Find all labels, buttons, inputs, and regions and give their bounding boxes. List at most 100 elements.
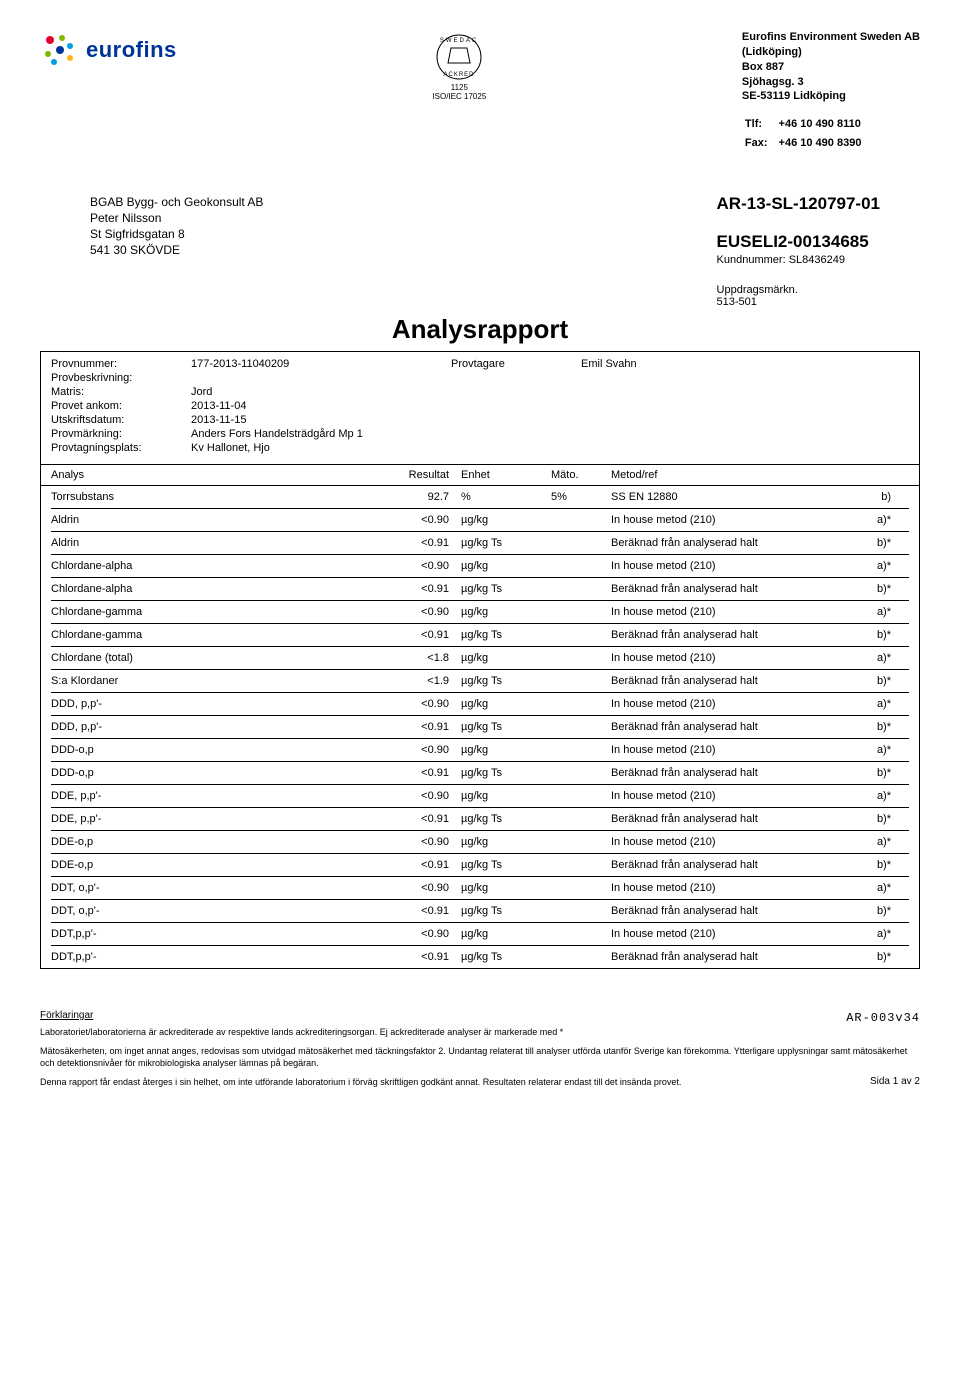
company-line: Box 887 xyxy=(742,60,920,75)
provbeskrivning-label: Provbeskrivning: xyxy=(51,372,191,384)
table-row: Aldrin<0.90µg/kgIn house metod (210)a)* xyxy=(51,509,909,532)
footer-para: Denna rapport får endast återges i sin h… xyxy=(40,1076,800,1088)
cell-analys: DDD-o,p xyxy=(51,744,371,756)
cell-analys: Chlordane-alpha xyxy=(51,583,371,595)
cell-note: b)* xyxy=(851,583,891,595)
cell-note: a)* xyxy=(851,836,891,848)
cell-analys: Chlordane (total) xyxy=(51,652,371,664)
cell-analys: Aldrin xyxy=(51,514,371,526)
tlf-label: Tlf: xyxy=(744,116,776,133)
cell-metod: Beräknad från analyserad halt xyxy=(611,675,851,687)
accreditation-mark: SWEDAC ACKRED 1125 ISO/IEC 17025 xyxy=(427,30,491,102)
provtagare-label: Provtagare xyxy=(451,358,581,370)
company-line: (Lidköping) xyxy=(742,45,920,60)
table-header: Analys Resultat Enhet Mäto. Metod/ref xyxy=(41,464,919,486)
provtagare-value: Emil Svahn xyxy=(581,358,637,370)
footer-heading: Förklaringar xyxy=(40,1009,93,1023)
cell-resultat: <0.91 xyxy=(371,951,461,963)
cell-enhet: µg/kg xyxy=(461,514,551,526)
cell-analys: Chlordane-alpha xyxy=(51,560,371,572)
cell-analys: DDT,p,p'- xyxy=(51,951,371,963)
company-line: Eurofins Environment Sweden AB xyxy=(742,30,920,45)
table-row: Chlordane-gamma<0.90µg/kgIn house metod … xyxy=(51,601,909,624)
cell-enhet: µg/kg xyxy=(461,836,551,848)
col-analys: Analys xyxy=(51,469,371,481)
table-row: DDE, p,p'-<0.91µg/kg TsBeräknad från ana… xyxy=(51,808,909,831)
cell-enhet: µg/kg xyxy=(461,790,551,802)
cell-enhet: µg/kg Ts xyxy=(461,813,551,825)
table-row: DDD-o,p<0.90µg/kgIn house metod (210)a)* xyxy=(51,739,909,762)
ankom-value: 2013-11-04 xyxy=(191,400,246,412)
cell-metod: Beräknad från analyserad halt xyxy=(611,721,851,733)
cell-note: b)* xyxy=(851,629,891,641)
cell-note: a)* xyxy=(851,560,891,572)
cell-enhet: µg/kg xyxy=(461,698,551,710)
footer: Förklaringar AR-003v34 Laboratoriet/labo… xyxy=(40,1009,920,1092)
cell-enhet: µg/kg Ts xyxy=(461,629,551,641)
fax-value: +46 10 490 8390 xyxy=(778,135,870,152)
table-body: Torrsubstans92.7%5%SS EN 12880b)Aldrin<0… xyxy=(41,486,919,968)
cert-standard: ISO/IEC 17025 xyxy=(427,93,491,102)
footer-para: Laboratoriet/laboratorierna är ackredite… xyxy=(40,1026,920,1038)
tlf-value: +46 10 490 8110 xyxy=(778,116,870,133)
table-row: DDD, p,p'-<0.90µg/kgIn house metod (210)… xyxy=(51,693,909,716)
cell-resultat: <0.91 xyxy=(371,583,461,595)
cell-metod: Beräknad från analyserad halt xyxy=(611,629,851,641)
cell-enhet: µg/kg xyxy=(461,560,551,572)
matris-label: Matris: xyxy=(51,386,191,398)
cell-resultat: <0.90 xyxy=(371,560,461,572)
cell-resultat: 92.7 xyxy=(371,491,461,503)
cell-enhet: µg/kg xyxy=(461,652,551,664)
cell-metod: Beräknad från analyserad halt xyxy=(611,767,851,779)
logo-text: eurofins xyxy=(86,37,177,63)
svg-text:SWEDAC: SWEDAC xyxy=(440,38,478,44)
customer-label: Kundnummer: xyxy=(717,254,786,266)
assignment-mark-value: 513-501 xyxy=(717,296,880,308)
recipient-line: BGAB Bygg- och Geokonsult AB xyxy=(90,194,263,210)
table-row: DDE-o,p<0.90µg/kgIn house metod (210)a)* xyxy=(51,831,909,854)
cell-analys: DDE-o,p xyxy=(51,836,371,848)
cell-analys: S:a Klordaner xyxy=(51,675,371,687)
table-row: DDE-o,p<0.91µg/kg TsBeräknad från analys… xyxy=(51,854,909,877)
cell-note: b)* xyxy=(851,767,891,779)
cell-enhet: µg/kg xyxy=(461,606,551,618)
col-metod: Metod/ref xyxy=(611,469,851,481)
table-row: S:a Klordaner<1.9µg/kg TsBeräknad från a… xyxy=(51,670,909,693)
cell-resultat: <0.91 xyxy=(371,813,461,825)
cell-analys: DDE, p,p'- xyxy=(51,813,371,825)
assignment-mark-label: Uppdragsmärkn. xyxy=(717,284,880,296)
cell-note: b)* xyxy=(851,537,891,549)
plats-value: Kv Hallonet, Hjo xyxy=(191,442,270,454)
cell-note: a)* xyxy=(851,744,891,756)
cell-enhet: µg/kg Ts xyxy=(461,537,551,549)
cell-resultat: <0.91 xyxy=(371,721,461,733)
col-enhet: Enhet xyxy=(461,469,551,481)
table-row: DDD, p,p'-<0.91µg/kg TsBeräknad från ana… xyxy=(51,716,909,739)
euseli-id: EUSELI2-00134685 xyxy=(717,232,880,252)
report-box: Provnummer: 177-2013-11040209 Provtagare… xyxy=(40,351,920,969)
page-number: Sida 1 av 2 xyxy=(870,1075,920,1089)
cell-resultat: <0.90 xyxy=(371,882,461,894)
cell-enhet: % xyxy=(461,491,551,503)
cell-note: b)* xyxy=(851,951,891,963)
cell-note: a)* xyxy=(851,606,891,618)
report-title: Analysrapport xyxy=(40,314,920,345)
cell-metod: In house metod (210) xyxy=(611,928,851,940)
recipient-line: St Sigfridsgatan 8 xyxy=(90,226,263,242)
cell-enhet: µg/kg Ts xyxy=(461,767,551,779)
cell-resultat: <0.90 xyxy=(371,606,461,618)
recipient-line: 541 30 SKÖVDE xyxy=(90,242,263,258)
cell-resultat: <0.90 xyxy=(371,514,461,526)
cell-analys: DDE, p,p'- xyxy=(51,790,371,802)
matris-value: Jord xyxy=(191,386,212,398)
recipient-address: BGAB Bygg- och Geokonsult AB Peter Nilss… xyxy=(90,194,263,308)
cell-metod: In house metod (210) xyxy=(611,836,851,848)
reference-block: AR-13-SL-120797-01 EUSELI2-00134685 Kund… xyxy=(717,194,880,308)
cell-note: b)* xyxy=(851,675,891,687)
table-row: Aldrin<0.91µg/kg TsBeräknad från analyse… xyxy=(51,532,909,555)
cell-note: a)* xyxy=(851,928,891,940)
cell-analys: DDE-o,p xyxy=(51,859,371,871)
cell-analys: Aldrin xyxy=(51,537,371,549)
cell-enhet: µg/kg Ts xyxy=(461,583,551,595)
cell-analys: DDD-o,p xyxy=(51,767,371,779)
